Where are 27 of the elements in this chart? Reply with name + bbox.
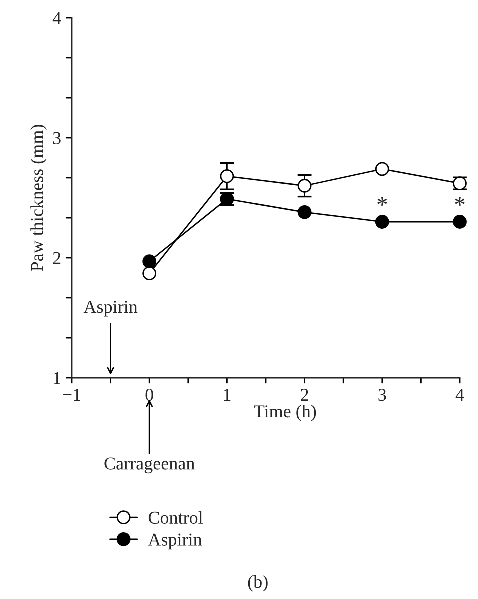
point [142,254,157,269]
y-tick-label: 3 [53,132,61,144]
y-tick-label: 1 [54,372,60,384]
x-tick-label: 0 [146,388,154,402]
point [298,179,312,193]
x-tick-label: 4 [456,389,464,401]
point [142,266,157,281]
y-axis-title: Paw thickness (mm) [30,125,47,272]
x-axis-title: Time (h) [254,405,316,422]
annotation: * [378,197,388,206]
point [375,162,390,176]
point [453,215,467,229]
legend-label: Control [148,511,203,524]
x-tick-label: −1 [63,389,81,401]
text: Carrageenan [104,458,195,474]
x-tick-label: 1 [224,389,231,401]
x-tick-label: 2 [301,388,308,401]
legend-label: Aspirin [148,534,202,550]
y-tick-label: 4 [52,12,62,24]
text: (b) [248,575,268,592]
annotation: Aspirin [84,301,138,317]
point [220,169,234,184]
annotation: * [455,197,465,206]
point [375,215,390,229]
y-tick-label: 2 [53,252,61,264]
x-tick-label: 3 [378,388,386,402]
point [298,205,312,220]
